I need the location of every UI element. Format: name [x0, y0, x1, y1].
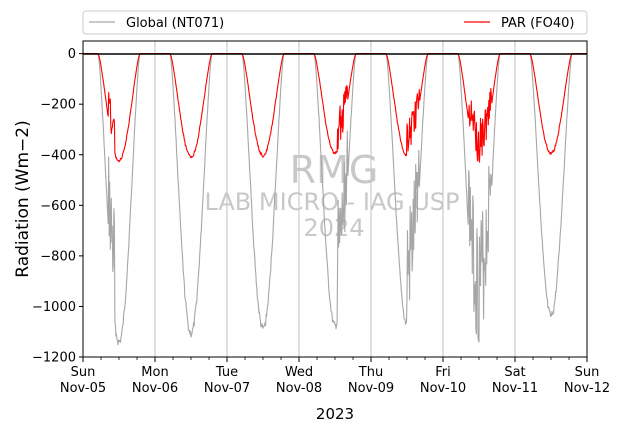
y-tick-label: 0 — [68, 47, 76, 62]
x-tick-label-day: Sun — [575, 365, 600, 380]
x-tick-label-date: Nov-12 — [564, 381, 610, 396]
x-tick-label-day: Thu — [358, 365, 383, 380]
watermark-line-1: RMG — [290, 148, 379, 192]
grid-lines — [154, 41, 516, 357]
x-tick-label-date: Nov-09 — [348, 381, 394, 396]
watermark-line-3: 2024 — [303, 214, 364, 242]
x-tick-label-date: Nov-10 — [420, 381, 466, 396]
x-tick-label-date: Nov-11 — [492, 381, 538, 396]
watermark: RMG LAB MICRO - IAG USP 2024 — [204, 148, 459, 242]
x-axis: SunNov-05MonNov-06TueNov-07WedNov-08ThuN… — [60, 357, 610, 396]
x-tick-label-date: Nov-05 — [60, 381, 106, 396]
legend-frame — [82, 10, 588, 35]
y-tick-label: −200 — [40, 98, 76, 113]
plot-area — [83, 41, 587, 357]
x-tick-label-day: Mon — [141, 365, 168, 380]
x-tick-label-day: Fri — [435, 365, 451, 380]
legend: Global (NT071) PAR (FO40) — [82, 10, 588, 35]
y-tick-label: −1200 — [32, 351, 76, 366]
y-tick-label: −1000 — [32, 300, 76, 315]
x-tick-label-date: Nov-06 — [132, 381, 178, 396]
legend-label-par: PAR (FO40) — [501, 16, 574, 31]
x-tick-label-day: Sat — [504, 365, 525, 380]
x-tick-label-day: Wed — [285, 365, 313, 380]
y-tick-label: −600 — [40, 199, 76, 214]
x-tick-label-date: Nov-08 — [276, 381, 322, 396]
watermark-line-2: LAB MICRO - IAG USP — [204, 188, 459, 216]
y-tick-label: −800 — [40, 249, 76, 264]
y-tick-label: −400 — [40, 148, 76, 163]
x-tick-label-day: Tue — [215, 365, 238, 380]
y-axis-label: Radiation (Wm−2) — [13, 120, 33, 277]
x-tick-label-day: Sun — [71, 365, 96, 380]
legend-label-global: Global (NT071) — [126, 16, 224, 31]
x-axis-label: 2023 — [316, 405, 354, 423]
y-axis: 0 −200 −400 −600 −800 −1000 −1200 — [32, 47, 83, 366]
x-tick-label-date: Nov-07 — [204, 381, 250, 396]
